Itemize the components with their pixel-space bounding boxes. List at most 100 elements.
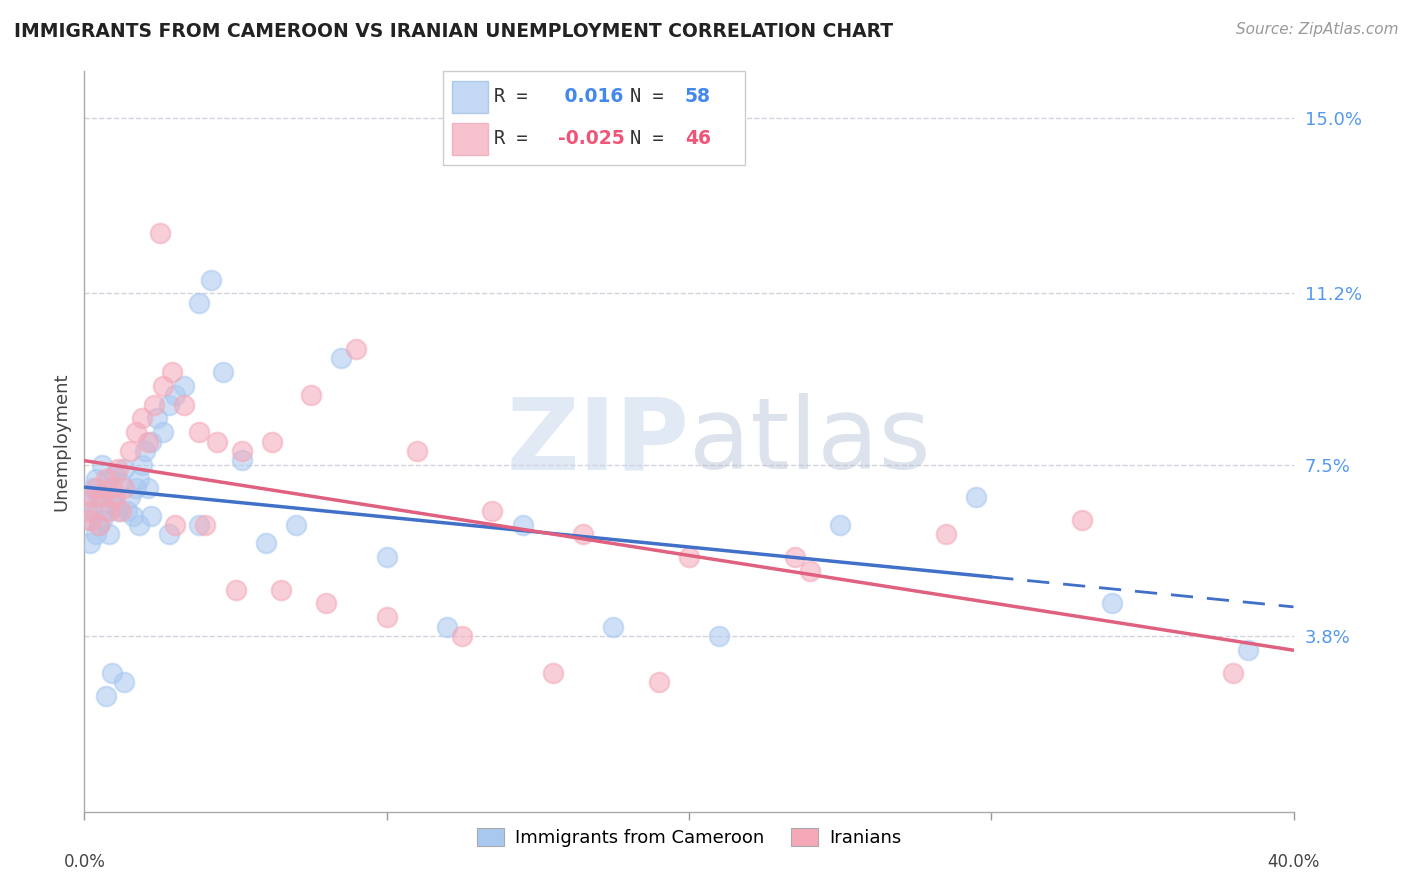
Point — [97, 504, 120, 518]
Point — [830, 517, 852, 532]
Point — [91, 513, 114, 527]
Point — [115, 504, 138, 518]
Point — [125, 425, 148, 440]
Point — [406, 443, 429, 458]
Point — [541, 665, 564, 680]
Point — [200, 272, 222, 286]
Point — [86, 481, 108, 495]
Point — [207, 434, 229, 449]
Text: Source: ZipAtlas.com: Source: ZipAtlas.com — [1236, 22, 1399, 37]
Point — [86, 472, 108, 486]
Point — [107, 504, 129, 518]
Point — [94, 485, 117, 500]
Point — [97, 472, 120, 486]
Point — [94, 504, 117, 518]
Point — [225, 582, 247, 597]
Point — [173, 398, 195, 412]
Point — [1222, 665, 1244, 680]
Point — [104, 467, 127, 481]
Point — [783, 550, 806, 565]
Point — [82, 481, 104, 495]
Point — [112, 462, 135, 476]
Point — [118, 490, 141, 504]
Point — [188, 425, 211, 440]
Text: IMMIGRANTS FROM CAMEROON VS IRANIAN UNEMPLOYMENT CORRELATION CHART: IMMIGRANTS FROM CAMEROON VS IRANIAN UNEM… — [14, 22, 893, 41]
Point — [1237, 642, 1260, 657]
Text: atlas: atlas — [689, 393, 931, 490]
Point — [136, 434, 159, 449]
Point — [436, 619, 458, 633]
Point — [79, 513, 101, 527]
Point — [188, 295, 211, 310]
FancyBboxPatch shape — [443, 71, 745, 165]
Point — [173, 379, 195, 393]
Point — [799, 564, 821, 578]
Y-axis label: Unemployment: Unemployment — [52, 372, 70, 511]
Point — [330, 351, 353, 366]
Point — [142, 398, 165, 412]
Text: N =: N = — [630, 87, 675, 106]
FancyBboxPatch shape — [451, 123, 488, 154]
Point — [375, 610, 398, 624]
Point — [104, 500, 127, 514]
Text: 0.0%: 0.0% — [63, 854, 105, 871]
Point — [165, 517, 187, 532]
Point — [91, 458, 114, 472]
Point — [212, 365, 235, 379]
Point — [125, 481, 148, 495]
Point — [481, 504, 503, 518]
Point — [112, 675, 135, 690]
Point — [82, 504, 104, 518]
Point — [91, 490, 114, 504]
Point — [136, 481, 159, 495]
Point — [97, 527, 120, 541]
FancyBboxPatch shape — [451, 81, 488, 112]
Text: 0.016: 0.016 — [558, 87, 623, 106]
Point — [512, 517, 534, 532]
Point — [678, 550, 700, 565]
Point — [346, 342, 368, 356]
Point — [315, 597, 337, 611]
Point — [1101, 597, 1123, 611]
Point — [134, 443, 156, 458]
Text: -0.025: -0.025 — [558, 129, 624, 148]
Point — [157, 527, 180, 541]
Point — [965, 490, 987, 504]
Point — [94, 689, 117, 703]
Point — [157, 398, 180, 412]
Point — [935, 527, 957, 541]
Point — [451, 629, 474, 643]
Point — [602, 619, 624, 633]
Point — [110, 504, 132, 518]
Point — [375, 550, 398, 565]
Point — [231, 443, 253, 458]
Text: N =: N = — [630, 129, 675, 148]
Point — [165, 388, 187, 402]
Point — [82, 490, 104, 504]
Point — [100, 665, 122, 680]
Text: R =: R = — [495, 129, 540, 148]
Point — [254, 536, 277, 550]
Point — [112, 481, 135, 495]
Point — [121, 508, 143, 523]
Point — [139, 434, 162, 449]
Point — [270, 582, 292, 597]
Point — [86, 527, 108, 541]
Text: 58: 58 — [685, 87, 710, 106]
Point — [128, 517, 150, 532]
Text: 40.0%: 40.0% — [1267, 854, 1320, 871]
Point — [152, 425, 174, 440]
Point — [188, 517, 211, 532]
Point — [146, 411, 169, 425]
Point — [149, 227, 172, 241]
Point — [572, 527, 595, 541]
Point — [299, 388, 322, 402]
Point — [89, 490, 111, 504]
Point — [110, 476, 132, 491]
Point — [76, 494, 98, 508]
Point — [709, 629, 731, 643]
Text: R =: R = — [495, 87, 540, 106]
Point — [128, 472, 150, 486]
Point — [131, 458, 153, 472]
Point — [89, 517, 111, 532]
